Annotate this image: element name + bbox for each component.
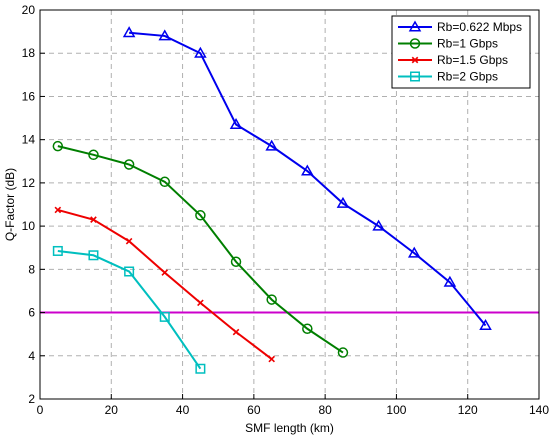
x-tick-label: 60 <box>247 403 261 417</box>
data-point-square <box>159 311 170 322</box>
data-point-triangle <box>479 319 492 331</box>
legend-item: Rb=2 Gbps <box>398 70 498 84</box>
legend-label: Rb=2 Gbps <box>437 70 498 84</box>
data-point-x <box>125 237 133 245</box>
x-tick-label: 120 <box>458 403 478 417</box>
legend: Rb=0.622 Mbps Rb=1 Gbps Rb=1.5 Gbps Rb=2 Gb… <box>391 15 531 89</box>
legend-item: Rb=0.622 Mbps <box>398 20 522 34</box>
data-point-triangle <box>301 164 314 176</box>
data-point-circle <box>409 38 421 49</box>
data-point-circle <box>195 210 206 221</box>
data-point-x <box>54 206 62 214</box>
data-point-triangle <box>194 46 207 58</box>
plot-frame <box>39 9 540 400</box>
legend-label: Rb=0.622 Mbps <box>437 20 522 34</box>
legend-label: Rb=1.5 Gbps <box>437 53 508 67</box>
data-point-triangle <box>408 20 422 32</box>
data-point-circle <box>266 294 277 305</box>
series-line <box>57 145 344 354</box>
data-point-triangle <box>372 219 385 231</box>
data-point-square <box>124 266 135 277</box>
data-point-square <box>52 245 63 256</box>
data-point-circle <box>302 323 313 335</box>
y-tick-label: 4 <box>28 349 35 363</box>
series-triangle <box>122 26 492 331</box>
legend-item: Rb=1.5 Gbps <box>398 53 508 67</box>
y-tick-label: 8 <box>28 262 35 276</box>
data-point-circle <box>159 176 170 188</box>
data-point-circle <box>88 149 99 161</box>
data-point-x <box>268 355 275 363</box>
data-point-circle <box>123 159 135 170</box>
data-point-circle <box>230 256 242 268</box>
y-axis-label: Q-Factor (dB) <box>3 168 17 241</box>
series-line <box>57 249 202 370</box>
legend-label: Rb=1 Gbps <box>437 37 498 51</box>
series-line <box>129 31 487 327</box>
data-point-triangle <box>336 196 350 208</box>
y-tick-label: 18 <box>22 46 36 60</box>
y-tick-label: 14 <box>22 133 36 147</box>
y-tick-label: 10 <box>22 219 36 233</box>
data-point-square <box>195 363 206 374</box>
data-point-x <box>197 299 204 307</box>
x-axis-label: SMF length (km) <box>245 421 334 435</box>
data-point-circle <box>52 140 64 152</box>
x-tick-label: 20 <box>105 403 119 417</box>
data-point-triangle <box>443 275 457 287</box>
series-square <box>52 245 206 374</box>
y-tick-label: 6 <box>28 306 35 320</box>
data-point-x <box>232 328 240 336</box>
data-point-circle <box>337 347 349 358</box>
x-tick-label: 0 <box>37 403 44 417</box>
x-tick-label: 40 <box>176 403 190 417</box>
data-point-triangle <box>122 26 136 38</box>
data-point-triangle <box>265 139 278 151</box>
x-tick-label: 140 <box>529 403 549 417</box>
y-tick-label: 16 <box>22 89 36 103</box>
series-group <box>52 26 492 374</box>
data-point-x <box>411 56 419 64</box>
y-tick-label: 2 <box>28 392 35 406</box>
data-point-square <box>410 71 420 82</box>
y-tick-label: 12 <box>22 176 36 190</box>
series-circle <box>52 140 349 358</box>
y-tick-label: 20 <box>22 3 36 17</box>
legend-item: Rb=1 Gbps <box>398 37 498 51</box>
data-point-triangle <box>158 29 172 41</box>
data-point-square <box>88 250 99 261</box>
data-point-triangle <box>229 118 243 130</box>
data-point-triangle <box>407 246 421 258</box>
data-point-x <box>161 269 169 276</box>
data-point-x <box>90 216 97 223</box>
x-tick-label: 80 <box>318 403 332 417</box>
x-tick-label: 100 <box>386 403 406 417</box>
axis-ticks: 0 20 40 60 80 100 120 140 2 4 6 8 10 12 14 16 18 20 <box>22 3 550 417</box>
series-x <box>54 206 275 363</box>
